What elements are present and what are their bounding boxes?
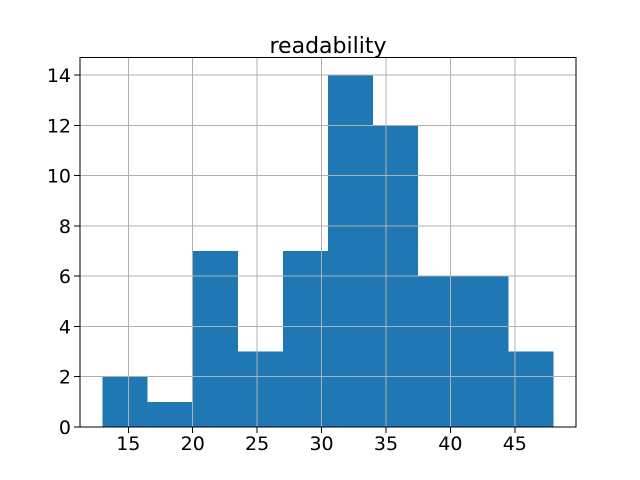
y-tick-label: 0 [59, 417, 71, 439]
histogram-bar [328, 75, 374, 427]
plot-border [79, 57, 577, 428]
chart-title: readability [270, 34, 387, 59]
y-tick-label: 4 [59, 316, 71, 338]
histogram-bar [282, 251, 328, 427]
histogram-bar [147, 401, 193, 427]
histogram-bar [463, 276, 509, 427]
y-tick-label: 12 [47, 115, 71, 137]
histogram-bar [102, 376, 148, 427]
labels-layer: 15 20 25 30 35 40 45 0 2 4 6 8 10 12 14 [47, 65, 527, 455]
y-tick-label: 2 [59, 367, 71, 389]
x-tick-label: 40 [438, 433, 462, 455]
histogram-bar [192, 251, 238, 427]
histogram-bar [418, 276, 464, 427]
y-tick-label: 8 [59, 216, 71, 238]
histogram-bar [237, 351, 283, 427]
bars-layer [102, 75, 554, 428]
x-tick-label: 20 [181, 433, 205, 455]
x-tick-label: 35 [374, 433, 398, 455]
y-tick-label: 6 [59, 266, 71, 288]
axes-layer [74, 57, 577, 433]
x-tick-label: 30 [309, 433, 333, 455]
y-tick-label: 14 [47, 65, 71, 87]
y-tick-label: 10 [47, 166, 71, 188]
x-tick-label: 45 [503, 433, 527, 455]
x-tick-label: 15 [116, 433, 140, 455]
histogram-bar [508, 351, 554, 427]
x-tick-label: 25 [245, 433, 269, 455]
